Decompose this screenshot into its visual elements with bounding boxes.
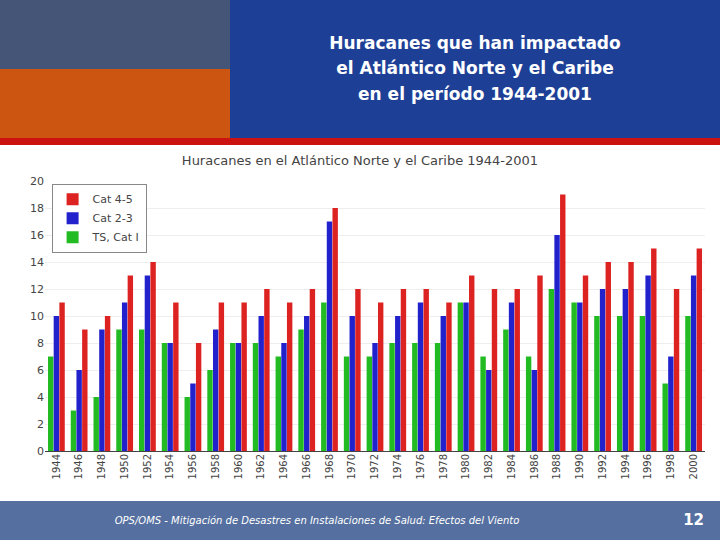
svg-text:1962: 1962 — [255, 454, 266, 479]
svg-text:1968: 1968 — [324, 454, 335, 479]
svg-text:1976: 1976 — [415, 454, 426, 479]
svg-text:1994: 1994 — [620, 454, 631, 479]
svg-text:16: 16 — [30, 229, 44, 242]
svg-text:1950: 1950 — [119, 454, 130, 479]
svg-text:1970: 1970 — [346, 454, 357, 479]
svg-text:2000: 2000 — [688, 454, 699, 479]
svg-text:Cat 2-3: Cat 2-3 — [93, 212, 133, 225]
svg-text:10: 10 — [30, 310, 44, 323]
html-text:12: 12 — [683, 511, 704, 529]
svg-text:12: 12 — [30, 283, 44, 296]
svg-text:1992: 1992 — [597, 454, 608, 479]
svg-text:1944: 1944 — [51, 454, 62, 479]
svg-text:0: 0 — [37, 445, 44, 458]
svg-text:1988: 1988 — [551, 454, 562, 479]
svg-text:1964: 1964 — [278, 454, 289, 479]
svg-text:14: 14 — [30, 256, 44, 269]
svg-text:1948: 1948 — [96, 454, 107, 479]
svg-text:1998: 1998 — [665, 454, 676, 479]
svg-text:6: 6 — [37, 364, 44, 377]
svg-text:1978: 1978 — [438, 454, 449, 479]
svg-text:1966: 1966 — [301, 454, 312, 479]
html-text:Huracanes que han impactado el: Huracanes que han impactado el Atlántico… — [329, 32, 621, 104]
svg-text:1956: 1956 — [187, 454, 198, 479]
svg-text:1954: 1954 — [164, 454, 175, 479]
svg-text:18: 18 — [30, 202, 44, 215]
svg-text:1952: 1952 — [142, 454, 153, 479]
svg-text:20: 20 — [30, 175, 44, 188]
svg-text:4: 4 — [37, 391, 44, 404]
svg-text:1958: 1958 — [210, 454, 221, 479]
svg-text:1984: 1984 — [506, 454, 517, 479]
svg-text:8: 8 — [37, 337, 44, 350]
svg-text:1972: 1972 — [369, 454, 380, 479]
svg-text:1946: 1946 — [73, 454, 84, 479]
svg-text:1960: 1960 — [233, 454, 244, 479]
svg-text:1982: 1982 — [483, 454, 494, 479]
svg-text:TS, Cat I: TS, Cat I — [92, 231, 139, 244]
html-text:OPS/OMS - Mitigación de Desast: OPS/OMS - Mitigación de Desastres en Ins… — [114, 515, 520, 526]
svg-text:1990: 1990 — [574, 454, 585, 479]
svg-text:1980: 1980 — [460, 454, 471, 479]
svg-text:1986: 1986 — [529, 454, 540, 479]
svg-text:1996: 1996 — [642, 454, 653, 479]
svg-text:Huracanes en el Atlántico Nort: Huracanes en el Atlántico Norte y el Car… — [182, 153, 538, 168]
svg-text:Cat 4-5: Cat 4-5 — [93, 193, 133, 206]
svg-text:1974: 1974 — [392, 454, 403, 479]
svg-text:2: 2 — [37, 418, 44, 431]
